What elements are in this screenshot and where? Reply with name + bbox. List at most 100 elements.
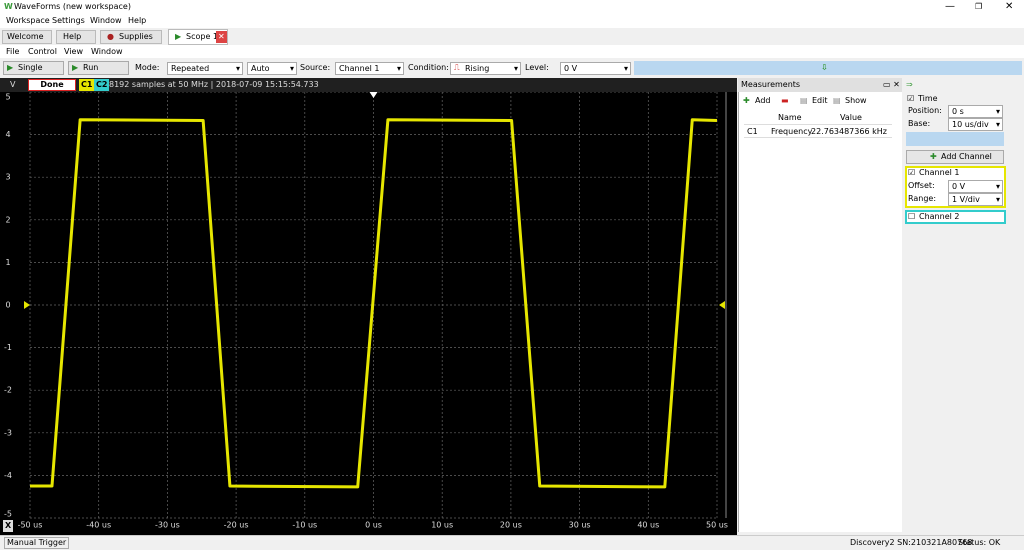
y-unit: V — [10, 80, 16, 89]
mode-select[interactable]: Repeated — [167, 62, 243, 75]
time-bar — [906, 132, 1004, 146]
range-select[interactable]: 1 V/div — [948, 193, 1003, 206]
menu-item[interactable]: View — [64, 47, 83, 56]
auto-select[interactable]: Auto — [247, 62, 297, 75]
label: Source: — [300, 63, 331, 72]
tab-icon: ● — [107, 32, 114, 41]
app-icon: W — [4, 2, 13, 11]
icon: ▶ — [72, 63, 79, 72]
label: Offset: — [908, 181, 935, 190]
y-tick-label: 1 — [5, 258, 10, 267]
label: Range: — [908, 194, 937, 203]
arrow-icon: ⇒ — [906, 80, 913, 89]
trigger-position — [369, 92, 378, 98]
button-label: Single — [18, 63, 43, 72]
icon: ⎍ — [454, 63, 460, 72]
icon: ✚ — [930, 152, 937, 161]
channel-badge[interactable]: C1 — [79, 79, 95, 91]
tab-active[interactable] — [168, 29, 228, 45]
y-tick-label: 3 — [5, 173, 10, 182]
condition-select[interactable]: Rising — [450, 62, 521, 75]
close[interactable]: ✕ — [1005, 1, 1014, 12]
tab[interactable] — [100, 30, 162, 44]
y-tick-label: -1 — [4, 343, 12, 352]
x-tick-label: 40 us — [637, 521, 659, 530]
minimize[interactable]: — — [945, 1, 955, 12]
icon: ▶ — [7, 63, 14, 72]
channel-2-group — [905, 210, 1006, 224]
menu-item[interactable]: Window — [91, 47, 123, 56]
level-select[interactable]: 0 V — [560, 62, 631, 75]
base-select[interactable]: 10 us/div — [948, 118, 1003, 131]
menu-item[interactable]: Workspace — [6, 16, 50, 25]
menu-item[interactable]: File — [6, 47, 20, 56]
menu-item[interactable]: Settings — [52, 16, 85, 25]
icon: ▤ — [800, 96, 808, 105]
arrow-icon: ⇩ — [821, 63, 828, 72]
x-tick-label: 0 us — [365, 521, 382, 530]
edit-button[interactable]: Edit — [812, 96, 828, 105]
channel-badge[interactable]: C2 — [94, 79, 110, 91]
cell: C1 — [747, 127, 758, 136]
run-button[interactable] — [68, 61, 129, 75]
section-label: Time — [918, 94, 938, 103]
plot-header — [0, 78, 737, 92]
panel-header — [738, 78, 902, 92]
acquisition-info: 8192 samples at 50 MHz | 2018-07-09 15:1… — [109, 80, 319, 89]
menu-bar — [0, 14, 1024, 28]
menu-item[interactable]: Window — [90, 16, 122, 25]
device: Discovery2 SN:210321A80768 — [850, 538, 973, 547]
tab[interactable] — [56, 30, 96, 44]
label: Mode: — [135, 63, 160, 72]
table-row — [744, 124, 892, 138]
status: Status: OK — [958, 538, 1001, 547]
x-tick-label: -30 us — [155, 521, 180, 530]
label: Position: — [908, 106, 942, 115]
single-button[interactable] — [3, 61, 64, 75]
scope-menu — [0, 45, 1024, 58]
y-tick-label: 0 — [5, 301, 10, 310]
x-tick-label: 50 us — [706, 521, 728, 530]
column-header: Name — [778, 113, 802, 122]
y-tick-label: -4 — [4, 471, 12, 480]
y-tick-label: 5 — [5, 93, 10, 102]
x-tick-label: 20 us — [500, 521, 522, 530]
y-tick-label: -5 — [4, 510, 12, 519]
menu-item[interactable]: Help — [128, 16, 147, 25]
checkbox[interactable]: ☑ — [908, 168, 916, 177]
show-button[interactable]: Show — [845, 96, 867, 105]
x-tick-label: -10 us — [292, 521, 317, 530]
position-select[interactable]: 0 s — [948, 105, 1003, 118]
maximize[interactable]: ❐ — [975, 2, 983, 11]
cell: Frequency — [771, 127, 813, 136]
panel-controls[interactable]: ▭ ✕ — [883, 80, 900, 89]
source-select[interactable]: Channel 1 — [335, 62, 404, 75]
x-button[interactable]: X — [3, 520, 14, 532]
y-tick-label: 2 — [5, 215, 10, 224]
channel-label: Channel 1 — [919, 168, 960, 177]
add-channel-button[interactable] — [906, 150, 1004, 164]
manual-trigger[interactable]: Manual Trigger — [4, 537, 70, 549]
checkbox[interactable]: ☐ — [908, 212, 916, 221]
menu-item[interactable]: Control — [28, 47, 57, 56]
tab-label: Welcome — [7, 32, 44, 41]
button-label: Add Channel — [941, 152, 992, 161]
tab[interactable] — [2, 30, 52, 44]
label: Base: — [908, 119, 931, 128]
add-button[interactable]: Add — [755, 96, 771, 105]
y-tick-label: 4 — [5, 130, 10, 139]
remove-button[interactable]: ▬ — [781, 96, 789, 105]
checkbox[interactable]: ☑ — [907, 94, 915, 103]
x-tick-label: 30 us — [569, 521, 591, 530]
channel-label: Channel 2 — [919, 212, 960, 221]
y-tick-label: -2 — [4, 386, 12, 395]
icon: ▤ — [833, 96, 841, 105]
tab-close[interactable]: ✕ — [216, 31, 227, 43]
window-title: WaveForms (new workspace) — [14, 2, 131, 11]
tab-label: Scope 1 — [186, 32, 219, 41]
x-tick-label: -50 us — [18, 521, 43, 530]
x-tick-label: -20 us — [224, 521, 249, 530]
icon: ✚ — [743, 96, 750, 105]
offset-select[interactable]: 0 V — [948, 180, 1003, 193]
